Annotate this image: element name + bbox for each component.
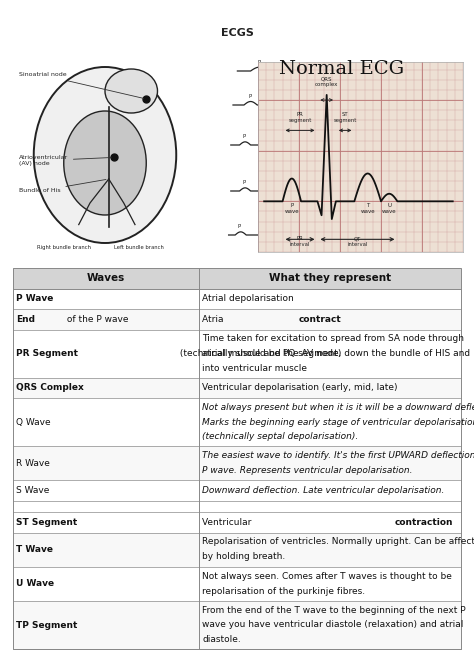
Text: U
wave: U wave: [382, 203, 397, 214]
Bar: [13, 289, 461, 309]
Text: P: P: [242, 134, 246, 139]
Text: P: P: [238, 224, 241, 229]
Text: QRS Complex: QRS Complex: [16, 383, 84, 393]
Bar: [13, 501, 461, 512]
Ellipse shape: [105, 69, 157, 113]
Text: Atrioventricular
(AV) node: Atrioventricular (AV) node: [19, 155, 111, 166]
Text: P Wave: P Wave: [16, 294, 54, 304]
Text: ST
segment: ST segment: [333, 112, 357, 123]
Text: contraction: contraction: [394, 518, 453, 527]
Text: ECGS: ECGS: [220, 28, 254, 38]
Text: Left bundle branch: Left bundle branch: [114, 245, 164, 251]
Text: contract: contract: [298, 315, 341, 324]
Text: Atrial depolarisation: Atrial depolarisation: [202, 294, 294, 304]
Text: T: T: [295, 224, 299, 229]
Text: Not always seen. Comes after T waves is thought to be: Not always seen. Comes after T waves is …: [202, 572, 452, 581]
Bar: [13, 533, 461, 567]
Text: QT
interval: QT interval: [347, 237, 368, 247]
Text: Normal ECG: Normal ECG: [279, 60, 404, 78]
Bar: [13, 398, 461, 446]
Text: T Wave: T Wave: [16, 545, 53, 554]
Text: by holding breath.: by holding breath.: [202, 552, 285, 561]
Text: Time taken for excitation to spread from SA node through: Time taken for excitation to spread from…: [202, 334, 464, 344]
Text: Right bundle branch: Right bundle branch: [37, 245, 91, 251]
Text: P wave. Represents ventricular depolarisation.: P wave. Represents ventricular depolaris…: [202, 466, 413, 475]
Text: Repolarisation of ventricles. Normally upright. Can be affected: Repolarisation of ventricles. Normally u…: [202, 537, 474, 547]
Bar: [13, 567, 461, 601]
Text: Ventricles totally depolarized
Rest before repolarization
-creates ST sequence: Ventricles totally depolarized Rest befo…: [332, 182, 412, 200]
Text: Bundle of His: Bundle of His: [19, 180, 106, 194]
Text: Not always present but when it is it will be a downward deflection.: Not always present but when it is it wil…: [202, 403, 474, 412]
Text: QRS
complex: QRS complex: [315, 76, 338, 87]
Text: (technically septal depolarisation).: (technically septal depolarisation).: [202, 432, 358, 441]
Bar: [13, 378, 461, 398]
Text: P
wave: P wave: [284, 203, 299, 214]
Bar: [13, 268, 461, 289]
Text: U Wave: U Wave: [16, 580, 55, 588]
Text: S Wave: S Wave: [16, 486, 50, 495]
Text: wave you have ventricular diastole (relaxation) and atrial: wave you have ventricular diastole (rela…: [202, 620, 464, 629]
Text: PR
interval: PR interval: [290, 237, 310, 247]
Bar: [13, 601, 461, 649]
Text: Marks the beginning early stage of ventricular depolarisation: Marks the beginning early stage of ventr…: [202, 417, 474, 427]
Text: End: End: [16, 315, 36, 324]
Text: Ventricular depolarisation (early, mid, late): Ventricular depolarisation (early, mid, …: [202, 383, 398, 393]
Text: P: P: [249, 94, 252, 99]
Text: into ventricular muscle: into ventricular muscle: [202, 364, 307, 373]
Text: R: R: [277, 129, 281, 134]
Text: PR
segment: PR segment: [288, 112, 312, 123]
Text: Q: Q: [267, 193, 271, 198]
Text: From the end of the T wave to the beginning of the next P: From the end of the T wave to the beginn…: [202, 606, 466, 615]
Text: Ventricles depolarize
-creates QRS complex: Ventricles depolarize -creates QRS compl…: [332, 139, 393, 151]
Text: S: S: [282, 148, 285, 153]
Text: ST Segment: ST Segment: [16, 518, 78, 527]
Text: Atrial depolarization
-creates P wave: Atrial depolarization -creates P wave: [332, 65, 388, 76]
Ellipse shape: [34, 67, 176, 243]
Text: (technically should be PQ segment): (technically should be PQ segment): [176, 349, 341, 358]
Ellipse shape: [64, 111, 146, 215]
Text: Repolarization
-creates T wave: Repolarization -creates T wave: [332, 229, 376, 241]
Text: T
wave: T wave: [360, 203, 375, 214]
Text: Q: Q: [267, 147, 271, 152]
Text: PR Segment: PR Segment: [16, 349, 78, 358]
Bar: [13, 446, 461, 480]
Text: The easiest wave to identify. It's the first UPWARD deflection after a: The easiest wave to identify. It's the f…: [202, 451, 474, 460]
Text: Ventricular: Ventricular: [202, 518, 255, 527]
Bar: [13, 512, 461, 533]
Text: R Wave: R Wave: [16, 459, 50, 468]
Text: Downward deflection. Late ventricular depolarisation.: Downward deflection. Late ventricular de…: [202, 486, 445, 495]
Text: diastole.: diastole.: [202, 635, 241, 644]
Text: P: P: [258, 60, 261, 64]
Bar: [13, 268, 461, 649]
Bar: [13, 480, 461, 501]
Text: Waves: Waves: [87, 273, 125, 283]
Text: Sinoatrial node: Sinoatrial node: [19, 72, 144, 98]
Text: of the P wave: of the P wave: [64, 315, 129, 324]
Text: atrial muscle and the AV node, down the bundle of HIS and: atrial muscle and the AV node, down the …: [202, 349, 470, 358]
Text: Atria: Atria: [202, 315, 227, 324]
Text: TP Segment: TP Segment: [16, 620, 78, 630]
Text: What they represent: What they represent: [269, 273, 391, 283]
Text: repolarisation of the purkinje fibres.: repolarisation of the purkinje fibres.: [202, 587, 365, 596]
Text: P: P: [242, 180, 246, 185]
Text: Q Wave: Q Wave: [16, 417, 51, 427]
Bar: [13, 330, 461, 378]
Text: AV node filters impulses
-creates P-R interval: AV node filters impulses -creates P-R in…: [332, 99, 398, 111]
Bar: [13, 309, 461, 330]
